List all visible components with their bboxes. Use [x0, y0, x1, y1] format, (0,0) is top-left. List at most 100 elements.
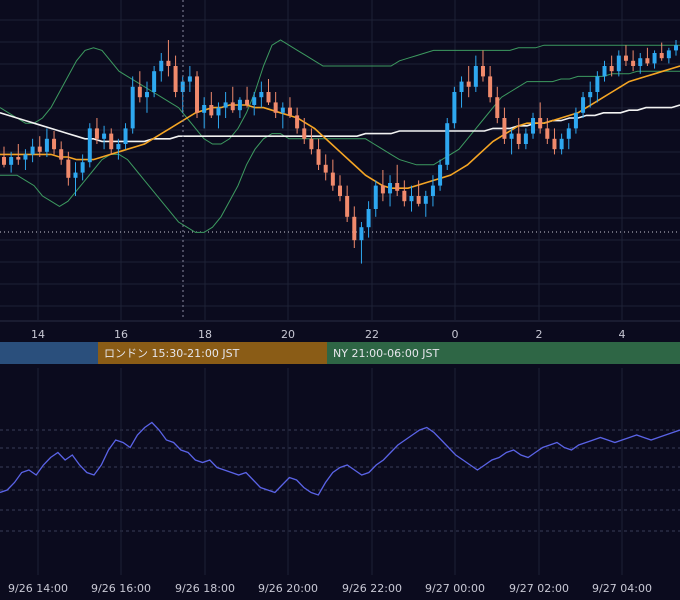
candle-up [531, 118, 536, 134]
time-tick-label: 9/26 16:00 [91, 582, 151, 595]
candle-down [94, 128, 99, 139]
candle-up [223, 102, 228, 108]
candle-up [430, 185, 435, 196]
candle-up [373, 185, 378, 209]
candle-up [130, 86, 135, 129]
candle-down [659, 53, 664, 59]
candle-down [166, 60, 171, 66]
candle-down [623, 55, 628, 61]
price-x-axis: 14 16 18 20 22 0 2 4 [0, 320, 680, 342]
oscillator-line [0, 421, 680, 496]
candle-up [674, 45, 678, 51]
session-label: ロンドン 15:30-21:00 JST [104, 347, 240, 360]
candle-down [402, 190, 407, 202]
candle-down [609, 66, 614, 72]
candle-up [80, 162, 85, 173]
time-tick-label: 9/27 04:00 [592, 582, 652, 595]
candle-down [495, 97, 500, 118]
candle-up [73, 172, 78, 178]
candle-down [316, 149, 321, 165]
candle-down [416, 196, 421, 204]
candle-up [9, 157, 14, 165]
x-tick-label: 16 [114, 328, 128, 341]
bollinger-upper-band [0, 39, 680, 145]
candle-down [330, 172, 335, 186]
candle-down [137, 86, 142, 98]
fast-moving-average [0, 65, 680, 189]
candle-down [52, 138, 57, 150]
candle-up [473, 66, 478, 87]
candle-up [581, 97, 586, 113]
candle-down [502, 118, 507, 139]
candle-up [23, 154, 28, 160]
candle-down [631, 60, 636, 66]
candle-up [595, 76, 600, 92]
candle-down [323, 164, 328, 173]
candle-down [245, 99, 250, 105]
candle-up [216, 107, 221, 116]
session-band [327, 342, 680, 364]
session-label: NY 21:00-06:00 JST [333, 347, 440, 360]
x-tick-label: 22 [365, 328, 379, 341]
candle-up [509, 133, 514, 139]
candle-up [44, 138, 49, 152]
time-tick-label: 9/26 18:00 [175, 582, 235, 595]
candle-down [488, 76, 493, 98]
time-tick-label: 9/27 02:00 [509, 582, 569, 595]
candle-up [102, 133, 107, 139]
candle-down [352, 216, 357, 241]
time-tick-label: 9/26 20:00 [258, 582, 318, 595]
candle-up [588, 92, 593, 98]
candlesticks [2, 40, 678, 264]
oscillator-x-axis: 9/26 14:00 9/26 16:00 9/26 18:00 9/26 20:00… [8, 582, 652, 595]
candle-up [152, 71, 157, 92]
candle-down [338, 185, 342, 196]
session-band [98, 342, 327, 364]
candle-up [452, 92, 457, 124]
candle-up [359, 227, 364, 241]
candle-up [144, 92, 149, 98]
candle-down [545, 128, 550, 139]
candle-up [638, 58, 643, 66]
candle-down [516, 133, 521, 144]
moving-averages [0, 65, 680, 189]
candle-up [559, 138, 564, 150]
candle-up [30, 146, 35, 155]
candle-down [466, 81, 471, 87]
candle-down [345, 196, 350, 217]
x-tick-label: 14 [31, 328, 45, 341]
candle-down [309, 138, 314, 150]
candle-up [459, 81, 464, 92]
x-tick-label: 0 [452, 328, 459, 341]
candle-down [16, 157, 21, 160]
x-tick-label: 20 [281, 328, 295, 341]
candle-down [59, 149, 64, 160]
candle-down [295, 115, 300, 129]
candle-up [123, 128, 128, 144]
candle-down [538, 118, 543, 129]
session-bar: ロンドン 15:30-21:00 JST NY 21:00-06:00 JST [0, 342, 680, 364]
candle-down [66, 159, 71, 178]
candle-up [202, 105, 207, 113]
slow-moving-average [0, 104, 680, 143]
candle-down [480, 66, 485, 77]
candle-up [87, 128, 92, 163]
candle-up [523, 133, 528, 144]
candle-up [237, 99, 242, 111]
x-tick-label: 4 [619, 328, 626, 341]
oscillator-series [0, 421, 680, 496]
time-tick-label: 9/27 00:00 [425, 582, 485, 595]
candle-up [652, 53, 657, 64]
x-axis-background [0, 321, 680, 342]
candle-up [366, 209, 371, 228]
candle-down [287, 107, 292, 116]
candle-down [2, 157, 6, 165]
candle-up [409, 196, 414, 202]
candle-up [566, 128, 571, 139]
candle-down [645, 58, 650, 64]
candle-up [616, 55, 621, 72]
candle-down [552, 138, 557, 150]
candle-down [173, 66, 178, 92]
session-band [0, 342, 98, 364]
